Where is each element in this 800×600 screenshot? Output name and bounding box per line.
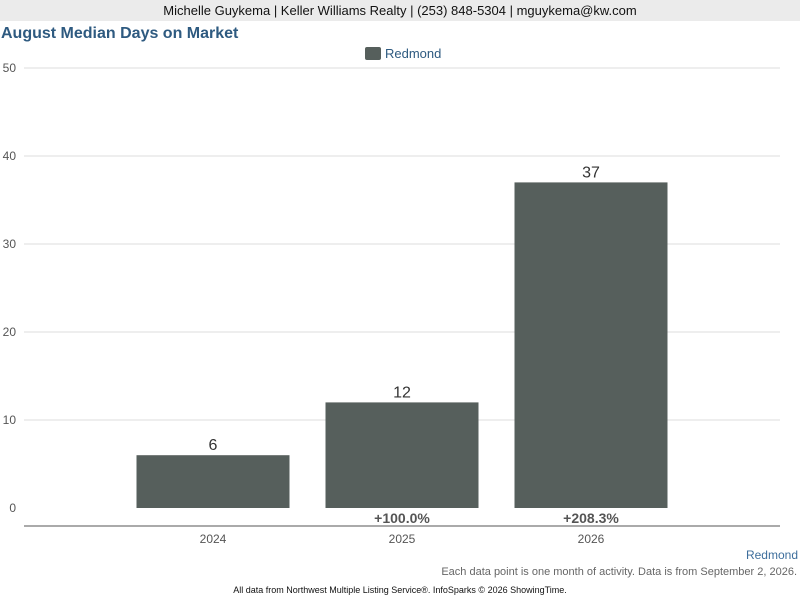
bar-2024: [136, 455, 290, 508]
legend-swatch: [365, 47, 381, 60]
bar-2026: [514, 182, 668, 508]
y-tick-label: 30: [3, 237, 17, 251]
legend[interactable]: Redmond: [365, 46, 441, 61]
x-tick-label: 2024: [200, 532, 227, 546]
x-tick-label: 2025: [389, 532, 416, 546]
bar-value-label: 6: [209, 437, 218, 454]
change-percent-label: +100.0%: [374, 510, 430, 526]
bar-value-label: 37: [582, 164, 600, 181]
bar-2025: [325, 402, 479, 508]
x-tick-label: 2026: [578, 532, 605, 546]
legend-label: Redmond: [385, 46, 442, 61]
y-tick-label: 10: [3, 413, 17, 427]
change-percent-label: +208.3%: [563, 510, 619, 526]
data-footnote: Each data point is one month of activity…: [441, 566, 797, 578]
y-tick-label: 20: [3, 325, 17, 339]
y-tick-label: 0: [9, 501, 16, 515]
chart-title: August Median Days on Market: [1, 25, 239, 42]
y-tick-label: 40: [3, 149, 17, 163]
y-tick-label: 50: [3, 61, 17, 75]
data-credit: All data from Northwest Multiple Listing…: [233, 585, 567, 595]
region-link-redmond[interactable]: Redmond: [745, 548, 798, 562]
agent-contact-bar: Michelle Guykema | Keller Williams Realt…: [0, 0, 800, 21]
bar-value-label: 12: [393, 384, 411, 401]
